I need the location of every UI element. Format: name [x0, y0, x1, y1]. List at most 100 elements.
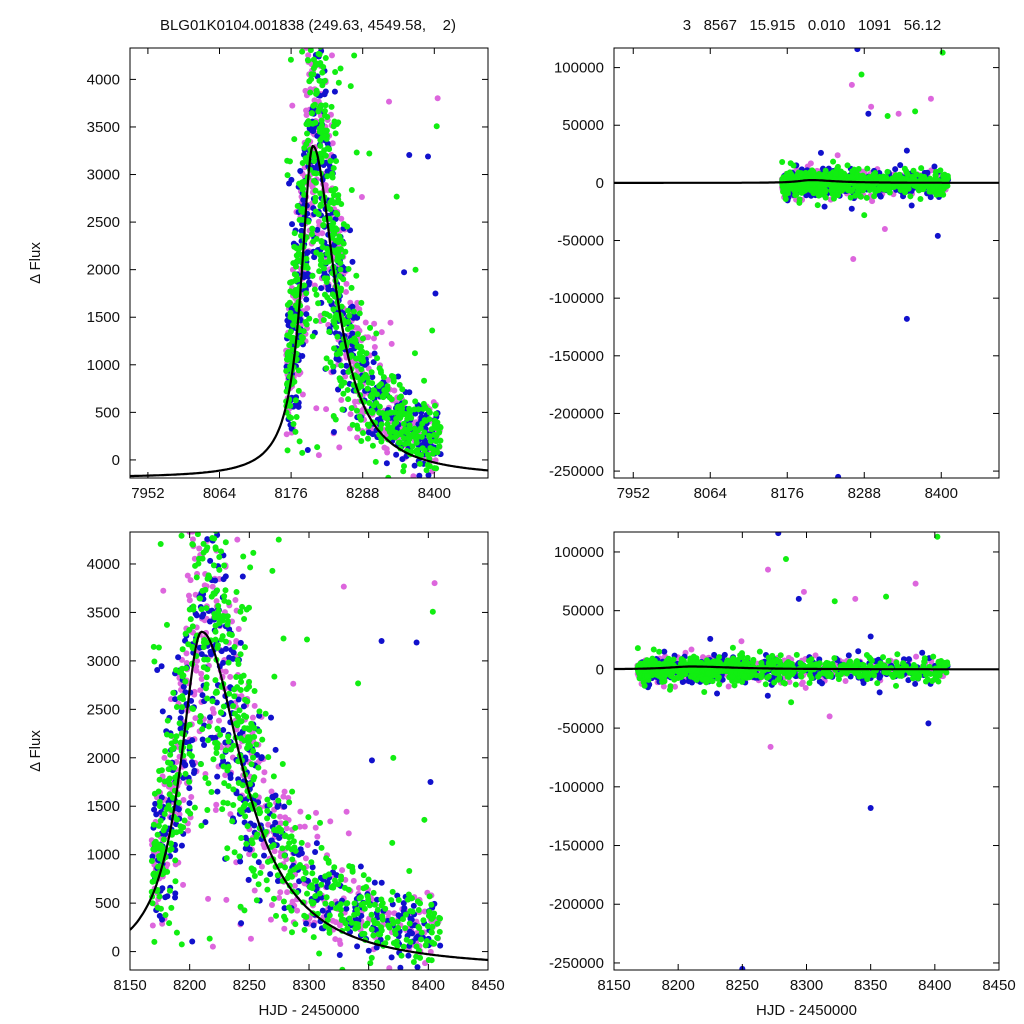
data-point — [268, 788, 275, 795]
data-point — [320, 317, 327, 324]
data-point — [359, 931, 366, 938]
data-point — [431, 417, 438, 424]
outlier-point — [939, 49, 946, 56]
data-point — [182, 762, 189, 769]
data-point — [301, 823, 308, 830]
data-point — [202, 503, 208, 509]
data-point — [262, 710, 269, 717]
data-point — [368, 954, 375, 961]
data-point — [324, 173, 331, 180]
data-point — [264, 815, 271, 822]
data-point — [425, 956, 432, 963]
data-point — [212, 577, 219, 584]
data-point — [353, 355, 360, 362]
data-point — [209, 706, 216, 713]
data-point — [270, 895, 277, 902]
data-point — [295, 403, 302, 410]
data-point — [149, 922, 156, 929]
residual-point — [940, 173, 947, 180]
data-point — [222, 587, 229, 594]
data-point — [189, 737, 196, 744]
plot-frame — [613, 47, 1000, 479]
data-point — [242, 813, 249, 820]
model-curve — [130, 144, 488, 478]
data-point — [218, 636, 225, 643]
y-tick-label: 2500 — [87, 214, 120, 231]
data-point — [406, 920, 413, 927]
data-point — [304, 130, 311, 137]
data-point — [302, 87, 309, 94]
data-point — [421, 377, 428, 384]
data-point — [303, 290, 310, 297]
data-point — [354, 434, 361, 441]
data-point — [368, 757, 375, 764]
y-axis-label: Δ Flux — [27, 730, 44, 772]
data-point — [333, 351, 340, 358]
data-point — [337, 65, 344, 72]
data-point — [312, 194, 319, 201]
data-point — [225, 599, 232, 606]
data-point — [368, 911, 375, 918]
data-point — [331, 88, 338, 95]
data-point — [388, 340, 395, 347]
data-point — [197, 712, 204, 719]
data-point — [171, 764, 178, 771]
data-point — [317, 190, 324, 197]
data-point — [249, 714, 256, 721]
data-point — [400, 468, 407, 475]
data-point — [190, 522, 196, 528]
data-point — [212, 636, 219, 643]
data-point — [398, 429, 405, 436]
data-point — [330, 428, 337, 435]
data-point — [280, 635, 287, 642]
data-point — [178, 842, 185, 849]
data-point — [381, 414, 388, 421]
data-point — [343, 362, 350, 369]
data-point — [240, 553, 247, 560]
residual-point — [907, 193, 914, 200]
data-point — [354, 362, 361, 369]
data-point — [388, 396, 395, 403]
data-point — [399, 916, 406, 923]
data-point — [358, 299, 365, 306]
x-tick-label: 8064 — [694, 485, 727, 502]
data-point — [187, 616, 194, 623]
data-point — [318, 117, 325, 124]
data-point — [208, 788, 215, 795]
data-point — [190, 603, 197, 610]
data-point — [393, 938, 400, 945]
data-point — [401, 399, 408, 406]
data-point — [218, 648, 225, 655]
data-point — [312, 60, 319, 67]
data-point — [367, 324, 374, 331]
residual-point — [798, 189, 805, 196]
data-point — [320, 150, 327, 157]
residual-point — [819, 172, 826, 179]
data-point — [182, 770, 189, 777]
data-point — [234, 532, 237, 533]
data-point — [177, 828, 184, 835]
data-point — [389, 888, 396, 895]
outlier-point — [895, 110, 902, 117]
data-point — [234, 657, 241, 664]
data-point — [164, 717, 171, 724]
data-point — [199, 736, 206, 743]
data-point — [206, 618, 213, 625]
data-point — [270, 773, 277, 780]
data-point — [152, 800, 159, 807]
model-curve — [130, 630, 488, 962]
data-point — [364, 435, 371, 442]
data-point — [342, 920, 349, 927]
data-point — [258, 863, 265, 870]
y-tick-label: 0 — [596, 175, 604, 192]
data-point — [300, 875, 307, 882]
data-point — [223, 896, 230, 903]
data-point — [270, 842, 277, 849]
data-point — [221, 520, 227, 526]
data-point — [320, 222, 327, 229]
data-point — [431, 402, 438, 409]
data-point — [328, 52, 335, 59]
data-point — [379, 913, 386, 920]
y-tick-label: 1000 — [87, 357, 120, 374]
data-point — [333, 226, 340, 233]
